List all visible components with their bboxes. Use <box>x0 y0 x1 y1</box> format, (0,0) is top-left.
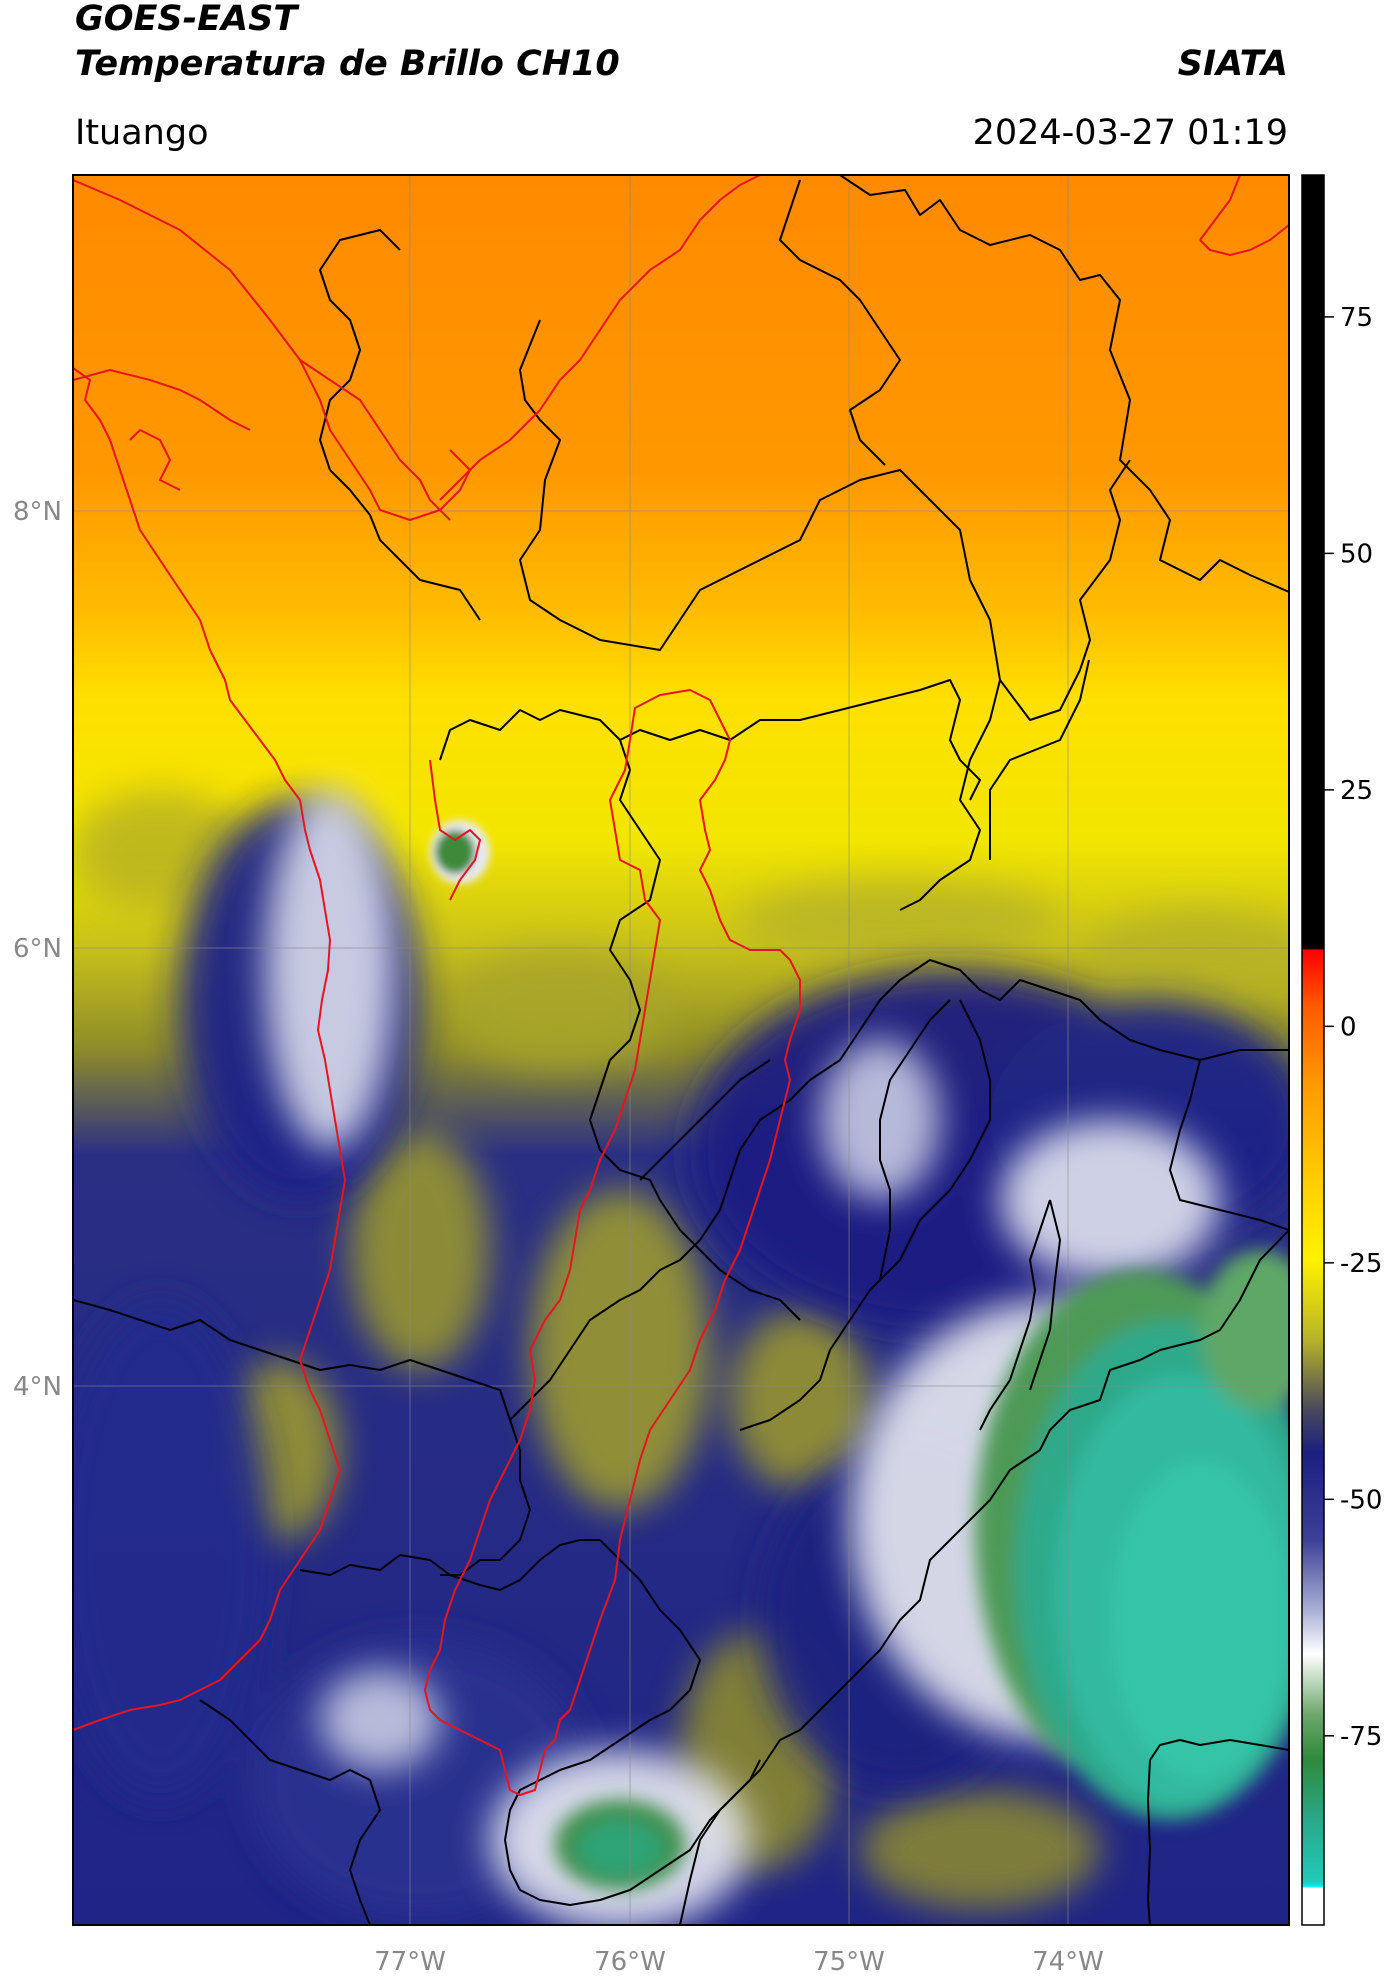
lat-label-6: 6°N <box>13 934 62 964</box>
colorbar-gradient <box>1301 174 1325 1926</box>
title-line-1: GOES-EAST <box>75 0 298 39</box>
title-line-2: Temperatura de Brillo CH10 <box>75 44 620 84</box>
lon-label-74: 74°W <box>1032 1947 1104 1977</box>
colorbar-tick-label: -75 <box>1340 1722 1382 1752</box>
lon-label-76: 76°W <box>594 1947 666 1977</box>
lat-label-4: 4°N <box>13 1372 62 1402</box>
colorbar-tick-label: -25 <box>1340 1249 1382 1279</box>
datetime-label: 2024-03-27 01:19 <box>972 113 1288 153</box>
lon-label-77: 77°W <box>374 1947 446 1977</box>
graticule <box>73 175 1289 1925</box>
brightness-temperature-field <box>73 175 1289 1925</box>
red-boundaries <box>73 175 1289 1796</box>
plot-frame <box>72 174 1290 1926</box>
colorbar-tick-label: 0 <box>1340 1012 1357 1042</box>
colorbar-tick-label: -50 <box>1340 1485 1382 1515</box>
admin-boundaries <box>73 175 1289 1925</box>
colorbar-tick-label: 75 <box>1340 303 1373 333</box>
region-label: Ituango <box>75 113 209 153</box>
lat-label-8: 8°N <box>13 497 62 527</box>
colorbar-tick-label: 25 <box>1340 776 1373 806</box>
organization-label: SIATA <box>1177 44 1288 84</box>
lon-label-75: 75°W <box>813 1947 885 1977</box>
colorbar-tick-label: 50 <box>1340 539 1373 569</box>
colorbar-ticks: 75 50 25 0 -25 -50 -75 <box>1324 303 1382 1752</box>
axis-labels: 8°N 6°N 4°N 77°W 76°W 75°W 74°W <box>13 497 1104 1977</box>
